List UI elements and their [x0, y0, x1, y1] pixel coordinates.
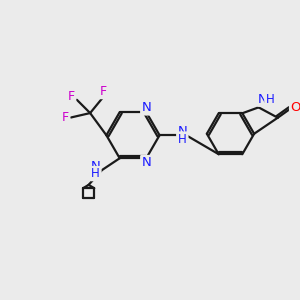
Text: F: F — [62, 111, 69, 124]
Text: N: N — [91, 160, 100, 173]
Text: N: N — [177, 125, 187, 138]
Text: H: H — [91, 167, 100, 180]
Text: N: N — [258, 93, 268, 106]
Text: F: F — [100, 85, 107, 98]
Text: H: H — [178, 133, 187, 146]
Text: H: H — [266, 93, 274, 106]
Text: O: O — [290, 101, 300, 114]
Text: N: N — [141, 156, 151, 169]
Text: N: N — [141, 101, 151, 114]
Text: F: F — [68, 90, 75, 103]
